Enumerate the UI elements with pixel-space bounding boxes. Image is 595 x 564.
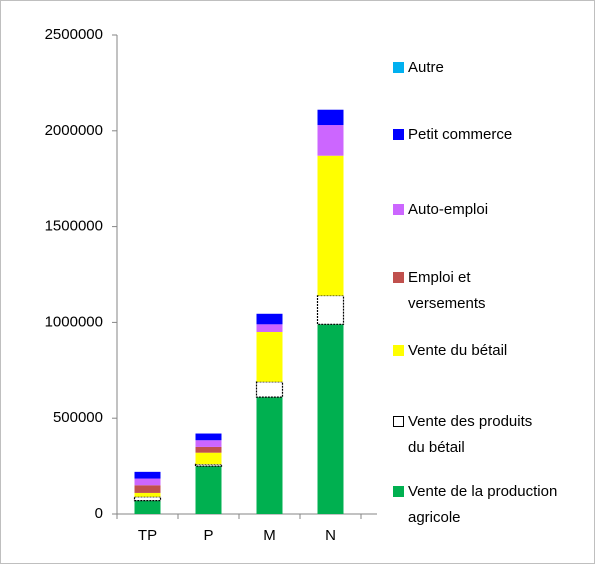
bar-segment (195, 466, 222, 514)
bar-segment (256, 313, 283, 325)
legend-swatch (393, 62, 404, 73)
bar-segment (195, 452, 222, 465)
legend-swatch (393, 416, 404, 427)
bar-segment (134, 485, 161, 493)
legend-label: Auto-emploi (408, 201, 489, 218)
bar-segment (134, 471, 161, 479)
bar-segment (194, 463, 223, 467)
legend-item: Vente des produits du bétail (393, 409, 548, 461)
bar-segment (195, 446, 222, 453)
x-tick-label: TP (138, 527, 157, 544)
y-tick-label: 0 (95, 505, 103, 522)
legend-item: Vente de la production agricole (393, 479, 558, 531)
legend-swatch (393, 345, 404, 356)
bar-segment (256, 397, 283, 514)
legend-label: Petit commerce (408, 126, 513, 143)
x-tick-label: N (325, 527, 336, 544)
y-tick-label: 1000000 (45, 313, 103, 330)
y-tick-label: 500000 (53, 409, 103, 426)
bar-segment (256, 331, 283, 382)
bar-segment (195, 433, 222, 441)
bar-segment (195, 440, 222, 447)
legend-label: Vente des produits du bétail (408, 413, 533, 456)
x-tick-label: M (263, 527, 276, 544)
legend-item: Emploi et versements (393, 265, 503, 317)
bar-segment (317, 109, 344, 126)
legend-label: Autre (408, 59, 444, 76)
y-tick-label: 2500000 (45, 26, 103, 43)
bar-segment (317, 324, 344, 514)
legend-item: Auto-emploi (393, 197, 578, 223)
legend-item: Petit commerce (393, 122, 578, 148)
legend-swatch (393, 129, 404, 140)
bar-segment (133, 496, 162, 502)
legend-label: Emploi et versements (408, 269, 486, 312)
bar-segment (134, 478, 161, 486)
bar-segment (317, 125, 344, 156)
legend-item: Autre (393, 55, 578, 81)
bar-segment (134, 500, 161, 514)
bar-segment (134, 492, 161, 497)
y-tick-label: 1500000 (45, 218, 103, 235)
bar-segment (255, 381, 284, 398)
legend-swatch (393, 272, 404, 283)
legend: Autre Petit commerce Auto-emploi Emploi et … (393, 1, 588, 561)
x-tick-label: P (203, 527, 213, 544)
legend-swatch (393, 204, 404, 215)
y-tick-label: 2000000 (45, 122, 103, 139)
legend-item: Vente du bétail (393, 338, 578, 364)
bar-segment (317, 155, 344, 296)
bar-segment (256, 324, 283, 332)
legend-swatch (393, 486, 404, 497)
legend-label: Vente de la production agricole (408, 483, 558, 526)
bar-segment (316, 294, 345, 325)
legend-label: Vente du bétail (408, 342, 508, 359)
